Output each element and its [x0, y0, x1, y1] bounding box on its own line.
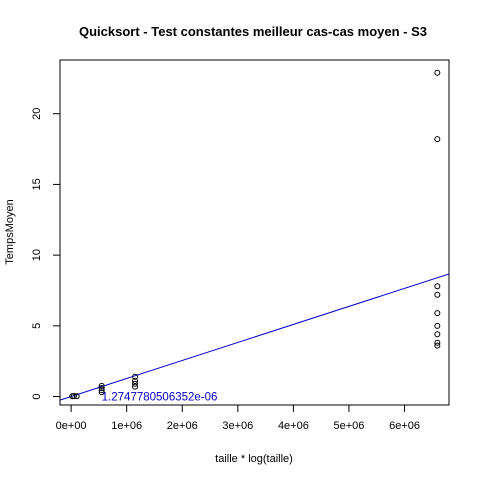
plot-frame [59, 59, 450, 406]
data-point [434, 310, 441, 317]
y-tick-label: 20 [31, 108, 43, 120]
x-tick-label: 2e+06 [167, 420, 198, 432]
x-tick-label: 5e+06 [334, 420, 365, 432]
y-axis: 0 5 10 15 20 [31, 108, 61, 400]
regression-line [60, 273, 449, 401]
y-tick-label: 0 [31, 393, 43, 399]
data-point [434, 283, 441, 290]
data-point [98, 387, 105, 394]
data-point [132, 380, 139, 387]
data-point [434, 69, 441, 76]
data-points [69, 69, 441, 400]
x-tick-label: 0e+00 [56, 420, 87, 432]
data-point [132, 377, 139, 384]
x-tick-label: 6e+06 [389, 420, 420, 432]
data-point [434, 291, 441, 298]
x-axis: 0e+00 1e+06 2e+06 3e+06 4e+06 5e+06 6e+06 [56, 404, 420, 432]
chart-title: Quicksort - Test constantes meilleur cas… [79, 24, 427, 39]
data-point [70, 392, 77, 399]
y-axis-label: TempsMoyen [4, 199, 16, 264]
x-tick-label: 4e+06 [278, 420, 309, 432]
annotations: 1.2747780506352e-06 [102, 392, 218, 404]
data-point [434, 331, 441, 338]
data-point [73, 393, 80, 400]
data-point [132, 383, 139, 390]
y-tick-label: 10 [31, 249, 43, 261]
x-tick-label: 3e+06 [222, 420, 253, 432]
y-tick-label: 5 [31, 323, 43, 329]
x-tick-label: 1e+06 [111, 420, 142, 432]
data-point [434, 136, 441, 143]
data-point [98, 385, 105, 392]
x-axis-label: taille * log(taille) [215, 453, 293, 465]
data-point [98, 389, 105, 396]
regression-line-layer [60, 273, 449, 401]
data-point [434, 339, 441, 346]
data-point [132, 373, 139, 380]
y-tick-label: 15 [31, 178, 43, 190]
data-point [434, 322, 441, 329]
slope-annotation: 1.2747780506352e-06 [102, 392, 218, 404]
data-point [98, 382, 105, 389]
data-point [434, 342, 441, 349]
